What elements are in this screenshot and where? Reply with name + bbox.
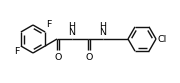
Text: Cl: Cl [158, 35, 167, 43]
Text: N: N [100, 28, 107, 37]
Text: H: H [69, 22, 75, 31]
Text: O: O [54, 53, 62, 62]
Text: N: N [69, 28, 75, 37]
Text: O: O [85, 53, 93, 62]
Text: F: F [15, 47, 20, 56]
Text: H: H [100, 22, 107, 31]
Text: F: F [46, 20, 51, 29]
